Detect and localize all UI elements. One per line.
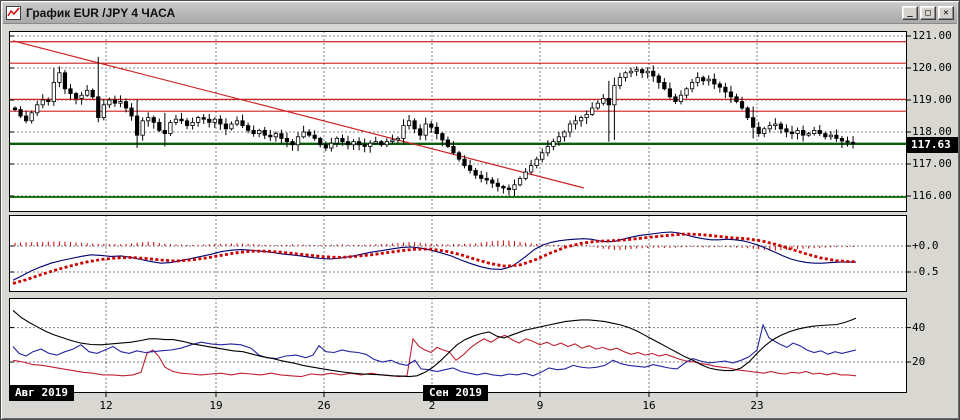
minimize-button[interactable]: _ (902, 6, 918, 20)
chart-icon (6, 6, 21, 20)
window-title: График EUR /JPY 4 ЧАСА (26, 6, 176, 20)
maximize-button[interactable]: □ (920, 6, 936, 20)
current-price-badge: 117.63 (907, 136, 958, 153)
title-bar[interactable]: График EUR /JPY 4 ЧАСА _ □ ✕ (3, 3, 957, 24)
close-button[interactable]: ✕ (938, 6, 954, 20)
